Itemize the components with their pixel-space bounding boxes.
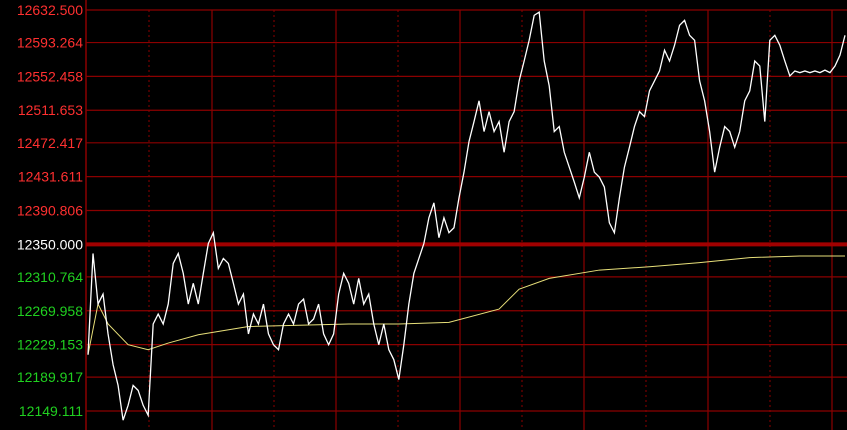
y-tick-label: 12149.111	[19, 403, 83, 419]
y-tick-label: 12350.000	[17, 236, 83, 252]
y-tick-label: 12552.458	[17, 68, 83, 84]
y-tick-label: 12269.958	[17, 303, 83, 319]
y-tick-label: 12511.653	[18, 102, 83, 118]
price-line	[87, 10, 846, 421]
average-price-line	[87, 255, 845, 355]
y-tick-label: 12431.611	[18, 169, 83, 185]
y-tick-label: 12310.764	[17, 269, 83, 285]
y-tick-label: 12472.417	[17, 135, 83, 151]
y-tick-label: 12593.264	[17, 35, 83, 51]
y-tick-label: 12189.917	[17, 369, 83, 385]
y-tick-label: 12390.806	[17, 202, 83, 218]
y-tick-label: 12632.500	[17, 2, 83, 18]
y-tick-label: 12229.153	[17, 337, 83, 353]
